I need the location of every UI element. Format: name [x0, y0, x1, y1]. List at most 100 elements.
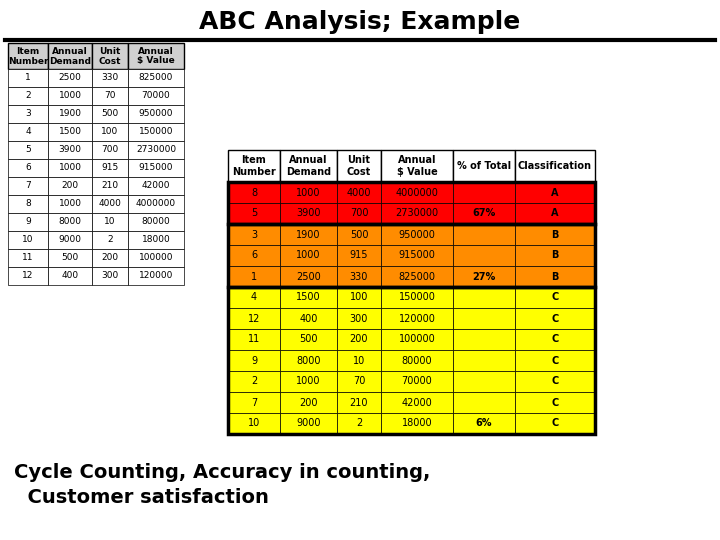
Text: 200: 200	[350, 334, 368, 345]
Bar	[280, 392, 337, 413]
Text: 80000: 80000	[142, 218, 171, 226]
Text: 8000: 8000	[296, 355, 320, 366]
Bar	[128, 123, 184, 141]
Text: Annual
$ Value: Annual $ Value	[397, 155, 437, 177]
Text: 1000: 1000	[58, 91, 81, 100]
Text: 950000: 950000	[399, 230, 436, 240]
Text: 70000: 70000	[142, 91, 171, 100]
Text: 1000: 1000	[58, 164, 81, 172]
Text: 9: 9	[25, 218, 31, 226]
Bar	[48, 231, 92, 249]
Bar	[381, 371, 453, 392]
Text: 8: 8	[251, 187, 257, 198]
Bar	[453, 329, 515, 350]
Bar	[228, 371, 280, 392]
Text: 2730000: 2730000	[136, 145, 176, 154]
Bar	[8, 123, 48, 141]
Text: 7: 7	[251, 397, 257, 408]
Bar	[515, 182, 595, 203]
Bar	[92, 231, 128, 249]
Text: ABC Analysis; Example: ABC Analysis; Example	[199, 10, 521, 34]
Bar	[228, 182, 595, 224]
Text: 3900: 3900	[58, 145, 81, 154]
Text: Item
Number: Item Number	[232, 155, 276, 177]
Bar	[228, 266, 280, 287]
Text: 4: 4	[251, 293, 257, 302]
Bar	[128, 249, 184, 267]
Bar	[453, 413, 515, 434]
Bar	[48, 213, 92, 231]
Text: 1500: 1500	[296, 293, 321, 302]
Text: 200: 200	[102, 253, 119, 262]
Bar	[128, 231, 184, 249]
Bar	[337, 150, 381, 182]
Bar	[515, 224, 595, 245]
Bar	[228, 245, 280, 266]
Bar	[381, 224, 453, 245]
Bar	[228, 350, 280, 371]
Bar	[8, 105, 48, 123]
Text: Unit: Unit	[99, 48, 121, 57]
Text: 2: 2	[251, 376, 257, 387]
Text: C: C	[552, 314, 559, 323]
Bar	[280, 287, 337, 308]
Bar	[228, 224, 280, 245]
Bar	[48, 267, 92, 285]
Bar	[8, 177, 48, 195]
Bar	[337, 371, 381, 392]
Text: 1: 1	[251, 272, 257, 281]
Bar	[92, 87, 128, 105]
Bar	[280, 413, 337, 434]
Bar	[92, 249, 128, 267]
Text: 5: 5	[251, 208, 257, 219]
Text: 2: 2	[25, 91, 31, 100]
Bar	[92, 123, 128, 141]
Bar	[92, 69, 128, 87]
Bar	[228, 287, 595, 434]
Bar	[337, 266, 381, 287]
Bar	[48, 87, 92, 105]
Text: 6: 6	[25, 164, 31, 172]
Text: 27%: 27%	[472, 272, 495, 281]
Text: 100000: 100000	[399, 334, 436, 345]
Text: 12: 12	[248, 314, 260, 323]
Bar	[48, 177, 92, 195]
Bar	[128, 69, 184, 87]
Text: 120000: 120000	[399, 314, 436, 323]
Text: 400: 400	[300, 314, 318, 323]
Text: 150000: 150000	[399, 293, 436, 302]
Bar	[228, 392, 280, 413]
Text: 2: 2	[356, 418, 362, 429]
Bar	[92, 213, 128, 231]
Bar	[8, 267, 48, 285]
Bar	[48, 159, 92, 177]
Text: 915000: 915000	[139, 164, 174, 172]
Text: Demand: Demand	[49, 57, 91, 65]
Bar	[228, 182, 280, 203]
Text: 8: 8	[25, 199, 31, 208]
Text: 150000: 150000	[139, 127, 174, 137]
Bar	[92, 141, 128, 159]
Bar	[128, 141, 184, 159]
Bar	[48, 249, 92, 267]
Text: 4000: 4000	[347, 187, 372, 198]
Text: 80000: 80000	[402, 355, 432, 366]
Text: 1500: 1500	[58, 127, 81, 137]
Bar	[128, 105, 184, 123]
Text: 200: 200	[300, 397, 318, 408]
Bar	[128, 43, 184, 69]
Text: C: C	[552, 376, 559, 387]
Text: Cost: Cost	[99, 57, 121, 65]
Bar	[48, 195, 92, 213]
Text: 500: 500	[350, 230, 368, 240]
Text: A: A	[552, 208, 559, 219]
Bar	[280, 266, 337, 287]
Bar	[381, 350, 453, 371]
Text: 7: 7	[25, 181, 31, 191]
Bar	[92, 177, 128, 195]
Bar	[381, 287, 453, 308]
Text: 210: 210	[102, 181, 119, 191]
Bar	[8, 249, 48, 267]
Bar	[8, 213, 48, 231]
Bar	[8, 43, 48, 69]
